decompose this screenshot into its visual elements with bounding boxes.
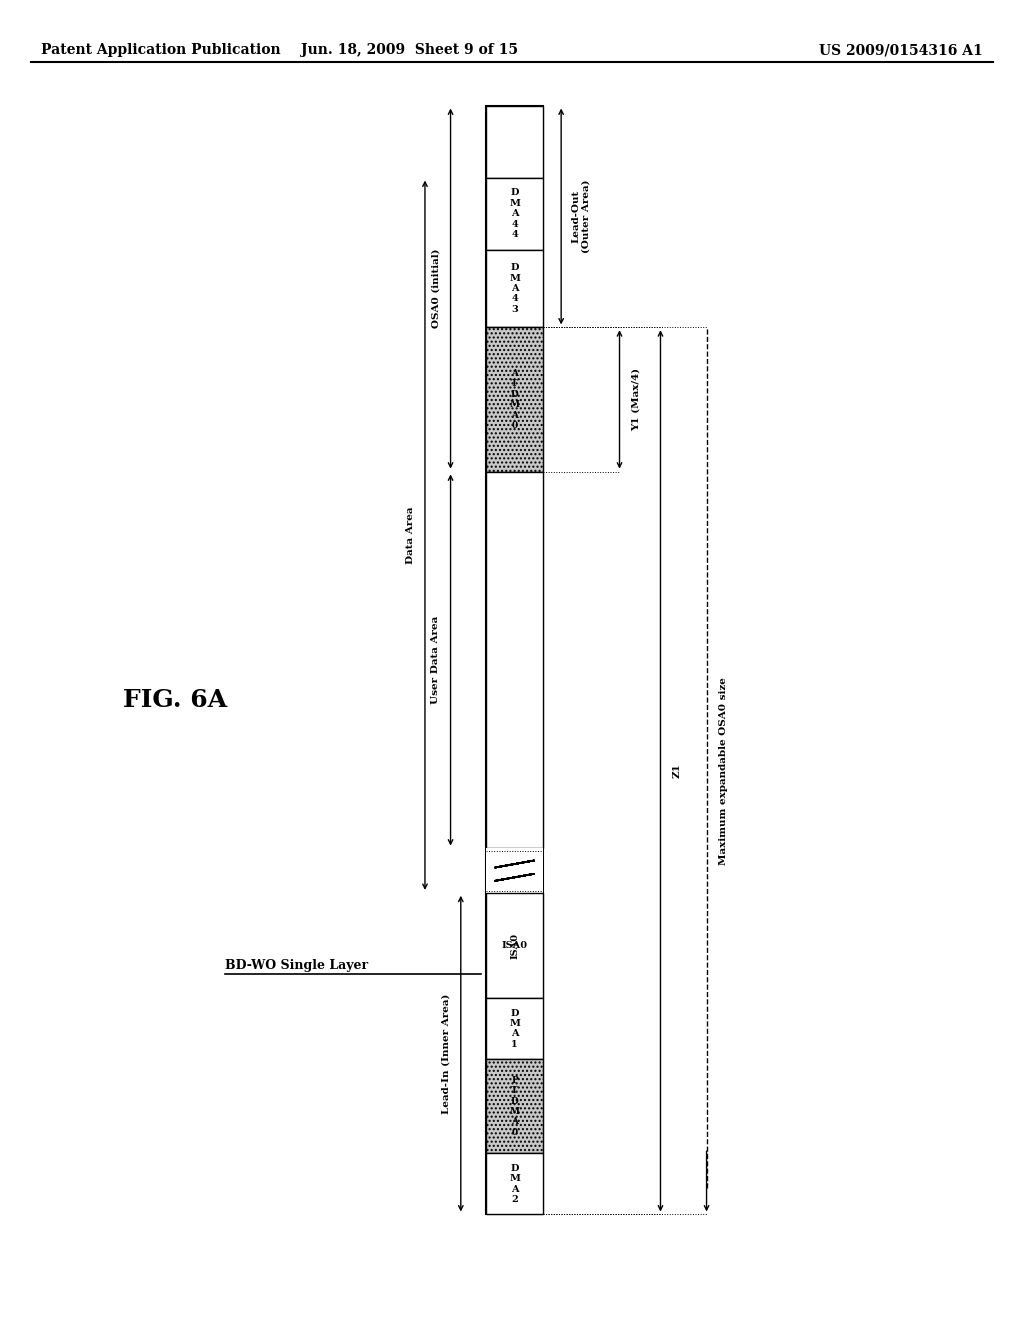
Text: ISA0: ISA0 — [502, 941, 527, 950]
Text: OSA0 (initial): OSA0 (initial) — [431, 248, 440, 329]
Text: D
M
A
4
3: D M A 4 3 — [509, 263, 520, 314]
Text: Patent Application Publication: Patent Application Publication — [41, 44, 281, 57]
Text: US 2009/0154316 A1: US 2009/0154316 A1 — [819, 44, 983, 57]
Text: FIG. 6A: FIG. 6A — [123, 688, 227, 711]
Bar — [486, 249, 543, 327]
Bar — [486, 849, 543, 892]
Text: BD-WO Single Layer: BD-WO Single Layer — [225, 958, 369, 972]
Text: P
T
D
M
A
0: P T D M A 0 — [510, 1076, 519, 1137]
Bar — [486, 106, 543, 1214]
Text: Lead-Out
(Outer Area): Lead-Out (Outer Area) — [571, 180, 591, 253]
Bar — [486, 892, 543, 998]
Bar — [486, 1154, 543, 1214]
Text: D
M
A
1: D M A 1 — [509, 1008, 520, 1049]
Text: Jun. 18, 2009  Sheet 9 of 15: Jun. 18, 2009 Sheet 9 of 15 — [301, 44, 518, 57]
Text: ISA0: ISA0 — [510, 932, 519, 958]
Text: Maximum expandable OSA0 size: Maximum expandable OSA0 size — [719, 677, 728, 865]
Text: Z1: Z1 — [673, 763, 682, 779]
Text: Data Area: Data Area — [406, 507, 415, 564]
Bar — [486, 106, 543, 178]
Text: Lead-In (Inner Area): Lead-In (Inner Area) — [441, 994, 451, 1114]
Bar — [486, 998, 543, 1059]
Bar — [486, 1059, 543, 1154]
Bar — [486, 327, 543, 471]
Text: A
T
D
M
A
0: A T D M A 0 — [510, 368, 519, 430]
Bar — [486, 471, 543, 849]
Bar — [486, 178, 543, 249]
Text: Y1 (Max/4): Y1 (Max/4) — [632, 368, 641, 432]
Text: D
M
A
2: D M A 2 — [509, 1164, 520, 1204]
Text: User Data Area: User Data Area — [431, 616, 440, 704]
Text: D
M
A
4
4: D M A 4 4 — [509, 189, 520, 239]
